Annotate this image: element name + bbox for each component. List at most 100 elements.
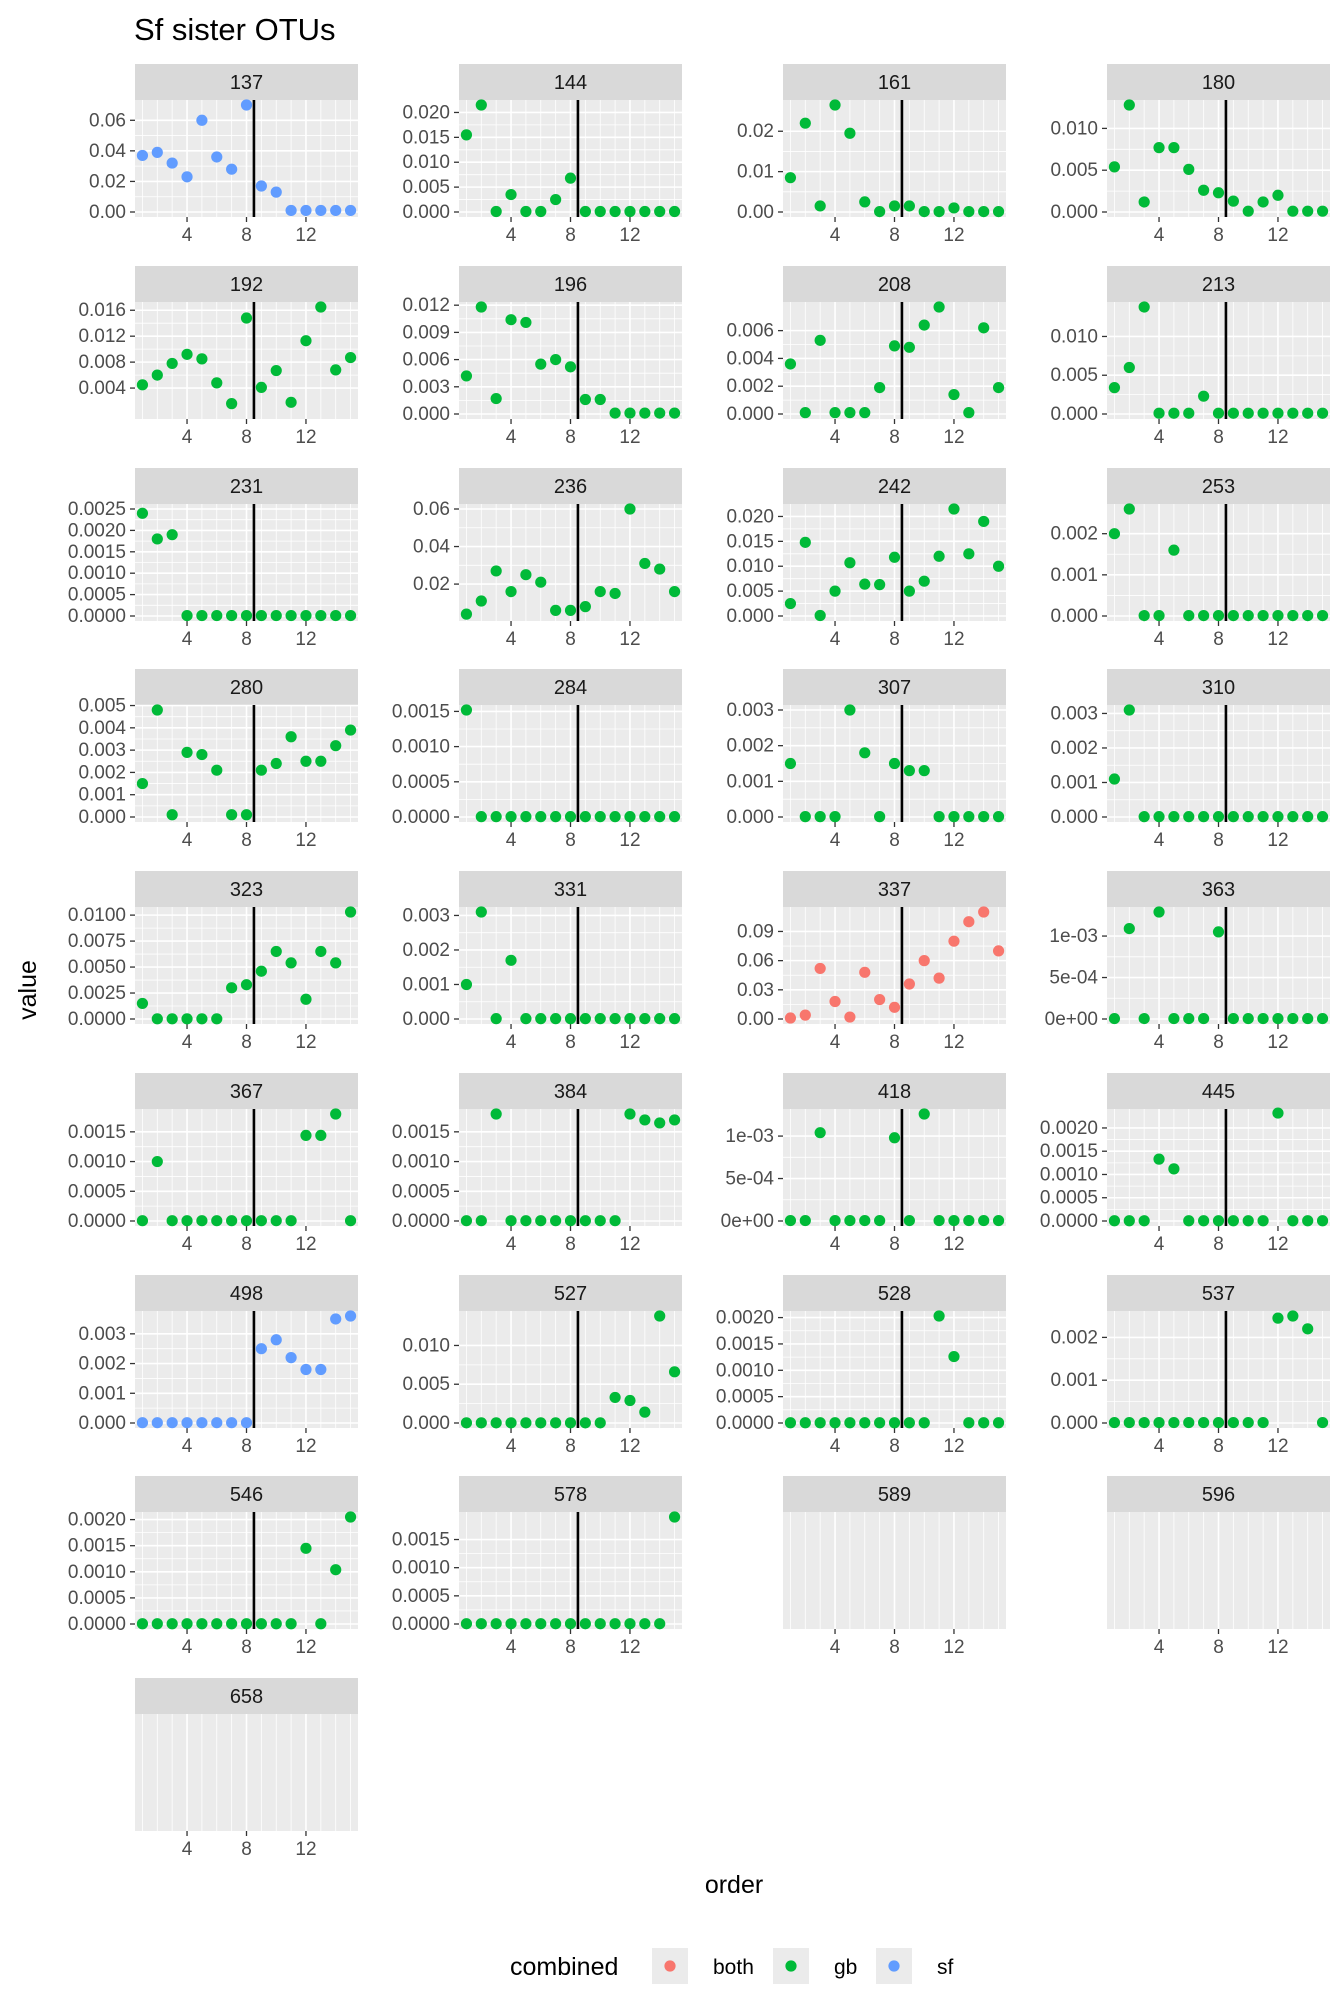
- data-point: [978, 205, 990, 218]
- data-point: [535, 1013, 547, 1025]
- data-point: [166, 1013, 178, 1025]
- data-point: [535, 811, 547, 823]
- data-point: [255, 1618, 267, 1630]
- data-point: [505, 811, 517, 823]
- facet-strip-label: 578: [554, 1484, 587, 1506]
- data-point: [1227, 407, 1239, 419]
- data-point: [550, 1618, 562, 1630]
- data-point: [1227, 609, 1239, 622]
- y-tick-label: 0.000: [78, 807, 126, 828]
- facet-panel-180: 180 0.000 0.005 0.010 4 8 12: [1050, 64, 1330, 246]
- x-tick-label: 12: [619, 830, 640, 851]
- data-point: [859, 747, 871, 759]
- y-tick-label: 0.0010: [68, 563, 126, 584]
- data-point: [136, 149, 149, 162]
- data-point: [918, 1417, 930, 1429]
- data-point: [963, 548, 975, 560]
- y-tick-label: 0.06: [737, 951, 774, 972]
- x-tick-label: 8: [1213, 830, 1224, 851]
- data-point: [475, 1618, 487, 1630]
- facet-strip: [783, 266, 1006, 302]
- x-tick-label: 12: [295, 830, 316, 851]
- data-point: [136, 379, 149, 391]
- facet-panel-137: 137 0.00 0.02 0.04 0.06 4 8 12: [89, 64, 358, 246]
- data-point: [1302, 1323, 1314, 1335]
- data-point: [844, 704, 856, 716]
- data-point: [285, 609, 297, 622]
- data-point: [1108, 528, 1121, 540]
- data-point: [564, 172, 577, 184]
- data-point: [784, 1417, 797, 1429]
- data-point: [654, 563, 666, 575]
- data-point: [1183, 1012, 1195, 1025]
- data-point: [963, 1214, 975, 1227]
- data-point: [505, 954, 517, 966]
- x-tick-label: 8: [1213, 1637, 1224, 1658]
- facet-strip-label: 498: [230, 1283, 263, 1305]
- y-tick-label: 0.0000: [68, 606, 126, 627]
- y-tick-label: 0.0050: [68, 957, 126, 978]
- x-axis-title: order: [705, 1871, 763, 1899]
- data-point: [1138, 301, 1150, 313]
- y-tick-label: 0.0005: [68, 1588, 126, 1609]
- facet-strip-label: 418: [878, 1081, 911, 1103]
- x-tick-label: 12: [1267, 830, 1288, 851]
- data-point: [933, 1310, 945, 1322]
- x-tick-label: 4: [1154, 427, 1165, 448]
- data-point: [1242, 1215, 1254, 1227]
- y-tick-label: 0.020: [402, 102, 450, 123]
- data-point: [344, 1511, 357, 1523]
- data-point: [490, 811, 502, 823]
- data-point: [933, 550, 945, 562]
- data-point: [330, 1108, 342, 1120]
- data-point: [933, 205, 945, 218]
- facet-strip-label: 192: [230, 274, 263, 296]
- data-point: [654, 1618, 666, 1630]
- data-point: [460, 978, 473, 991]
- data-point: [255, 965, 267, 977]
- facet-strip-label: 323: [230, 879, 263, 901]
- facet-strip-label: 337: [878, 879, 911, 901]
- facet-panel-658: 658 4 8 12: [135, 1678, 358, 1860]
- x-tick-label: 4: [182, 1637, 193, 1658]
- facet-strip-label: 213: [1202, 274, 1235, 296]
- y-tick-label: 0.0005: [68, 1181, 126, 1202]
- y-tick-label: 0.015: [726, 531, 774, 552]
- facet-strip-label: 144: [554, 72, 587, 94]
- x-tick-label: 8: [565, 225, 576, 246]
- y-tick-label: 1e-03: [725, 1126, 774, 1147]
- facet-strip: [783, 64, 1006, 100]
- x-tick-label: 8: [241, 830, 252, 851]
- data-point: [1108, 773, 1121, 785]
- x-tick-label: 12: [295, 1436, 316, 1457]
- y-tick-label: 0.004: [78, 718, 126, 739]
- data-point: [1123, 1416, 1135, 1429]
- data-point: [903, 1417, 915, 1429]
- data-point: [829, 407, 841, 419]
- data-point: [888, 200, 901, 212]
- data-point: [300, 335, 312, 347]
- facet-strip-label: 307: [878, 677, 911, 699]
- data-point: [654, 1117, 666, 1129]
- y-tick-label: 0.005: [726, 581, 774, 602]
- data-point: [624, 1394, 636, 1407]
- data-point: [166, 1618, 178, 1630]
- data-point: [609, 587, 621, 600]
- data-point: [799, 407, 811, 419]
- data-point: [255, 180, 267, 192]
- data-point: [520, 205, 532, 218]
- data-point: [609, 1215, 621, 1227]
- x-tick-label: 4: [1154, 629, 1165, 650]
- data-point: [285, 1618, 297, 1630]
- data-point: [1287, 1310, 1299, 1322]
- data-point: [639, 1114, 651, 1126]
- data-point: [490, 205, 502, 218]
- data-point: [963, 811, 975, 823]
- data-point: [992, 560, 1005, 572]
- data-point: [1183, 1215, 1195, 1227]
- x-tick-label: 4: [1154, 225, 1165, 246]
- data-point: [668, 1114, 681, 1126]
- x-tick-label: 12: [295, 427, 316, 448]
- facet-strip-label: 231: [230, 476, 263, 498]
